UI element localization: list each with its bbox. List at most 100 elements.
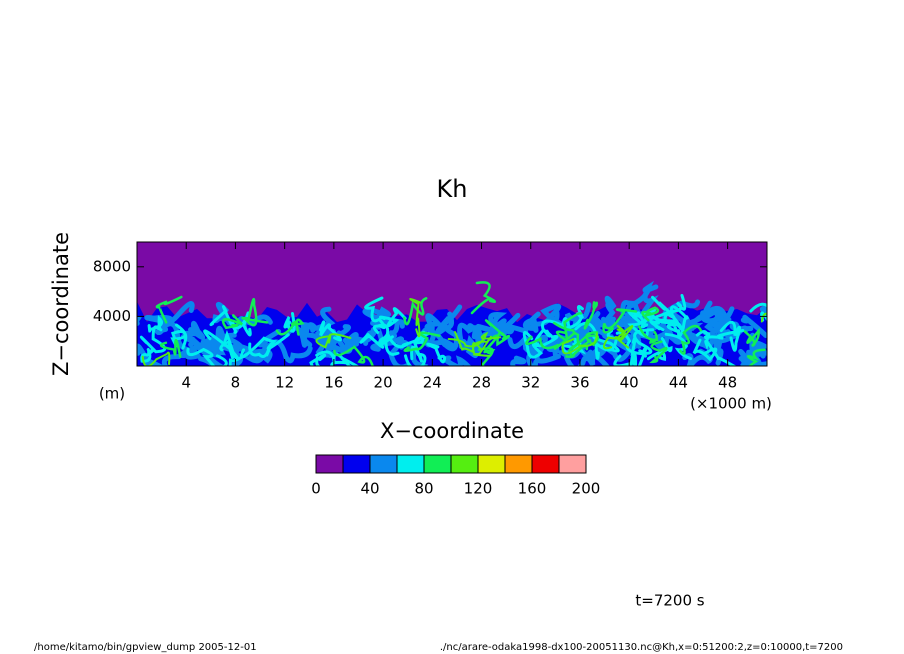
field-swirl <box>233 314 273 333</box>
field-swirl <box>663 293 687 323</box>
field-swirl <box>426 342 447 364</box>
x-tick-label: 40 <box>620 374 639 392</box>
field-swirl <box>209 305 238 334</box>
x-tick-label: 48 <box>718 374 737 392</box>
colorbar-box <box>450 454 479 474</box>
field-swirl <box>403 331 441 352</box>
colorbar-tick-label: 120 <box>464 480 493 498</box>
x-tick-label: 20 <box>374 374 393 392</box>
colorbar-tick-label: 0 <box>311 480 321 498</box>
field-swirl <box>470 281 497 315</box>
field-swirl <box>605 314 657 331</box>
x-tick-label: 32 <box>521 374 540 392</box>
field-swirl <box>738 348 755 366</box>
field-swirl <box>409 297 422 338</box>
contour-field <box>137 242 767 366</box>
x-tick-label: 16 <box>324 374 343 392</box>
x-tick-label: 12 <box>275 374 294 392</box>
field-swirl <box>379 307 407 328</box>
field-swirl <box>231 311 252 337</box>
field-swirl <box>228 337 251 357</box>
field-swirl <box>692 338 718 362</box>
plot-frame <box>136 241 768 367</box>
field-swirl <box>141 351 171 366</box>
field-swirl <box>155 295 183 324</box>
field-swirl <box>522 330 544 359</box>
x-axis-unit: (×1000 m) <box>690 395 772 413</box>
annotation: t=7200 s <box>635 592 704 610</box>
field-swirl <box>641 306 660 322</box>
colorbar-box <box>477 454 506 474</box>
chart-title: Kh <box>437 175 468 203</box>
field-swirl <box>522 311 541 333</box>
field-swirl <box>740 349 767 366</box>
field-swirl <box>403 345 427 366</box>
colorbar-box <box>369 454 398 474</box>
field-swirl <box>454 331 483 355</box>
field-swirl <box>333 345 374 366</box>
y-tick-label: 8000 <box>93 257 131 275</box>
field-swirl <box>159 338 182 358</box>
field-swirl <box>471 335 492 357</box>
field-swirl <box>443 355 462 366</box>
y-axis-unit: (m) <box>99 385 125 403</box>
field-swirl <box>614 325 634 349</box>
field-swirl <box>633 328 655 358</box>
colorbar-box <box>531 454 560 474</box>
field-swirl <box>215 352 249 366</box>
field-swirl <box>442 355 472 366</box>
x-tick-label: 36 <box>570 374 589 392</box>
field-swirl <box>561 337 587 355</box>
x-tick-label: 28 <box>472 374 491 392</box>
y-tick-label: 4000 <box>93 307 131 325</box>
colorbar-tick-label: 160 <box>518 480 547 498</box>
field-swirl <box>219 329 236 356</box>
colorbar-box <box>558 454 587 474</box>
field-swirl <box>359 333 388 349</box>
field-swirl <box>759 305 767 314</box>
field-swirl <box>318 320 342 342</box>
colorbar-tick-label: 40 <box>360 480 379 498</box>
field-swirl <box>147 315 163 333</box>
field-swirl <box>241 297 269 327</box>
field-swirl <box>248 342 273 358</box>
colorbar-box <box>396 454 425 474</box>
field-swirl <box>484 319 511 347</box>
field-swirl <box>335 327 376 352</box>
field-swirl <box>561 332 598 355</box>
field-swirl <box>372 323 400 356</box>
field-swirl <box>403 297 428 326</box>
x-tick-label: 8 <box>231 374 241 392</box>
y-axis-label: Z−coordinate <box>49 232 73 376</box>
field-swirl <box>664 332 693 361</box>
field-swirl <box>398 339 429 366</box>
field-swirl <box>704 306 735 334</box>
field-swirl <box>719 320 742 352</box>
field-swirl <box>483 334 499 355</box>
field-swirl <box>309 353 328 366</box>
x-tick-label: 24 <box>423 374 442 392</box>
field-swirl <box>315 333 352 349</box>
field-swirl <box>649 340 668 364</box>
field-swirl <box>510 355 539 366</box>
field-swirl <box>283 311 296 333</box>
field-swirl <box>746 348 766 366</box>
colorbar-box <box>504 454 533 474</box>
colorbar-tick-label: 80 <box>414 480 433 498</box>
field-swirl <box>275 318 305 336</box>
colorbar-box <box>342 454 371 474</box>
field-swirl <box>525 332 576 350</box>
field-swirl <box>679 324 703 355</box>
field-swirl <box>435 304 463 335</box>
field-swirl <box>178 336 234 366</box>
field-swirl <box>541 317 572 338</box>
field-swirl <box>749 302 767 322</box>
field-swirl <box>221 314 243 330</box>
colorbar-box <box>315 454 344 474</box>
field-swirl <box>663 305 727 343</box>
field-swirl <box>602 308 638 334</box>
footer-left: /home/kitamo/bin/gpview_dump 2005-12-01 <box>34 642 257 653</box>
colorbar-box <box>423 454 452 474</box>
field-swirl <box>638 325 659 344</box>
